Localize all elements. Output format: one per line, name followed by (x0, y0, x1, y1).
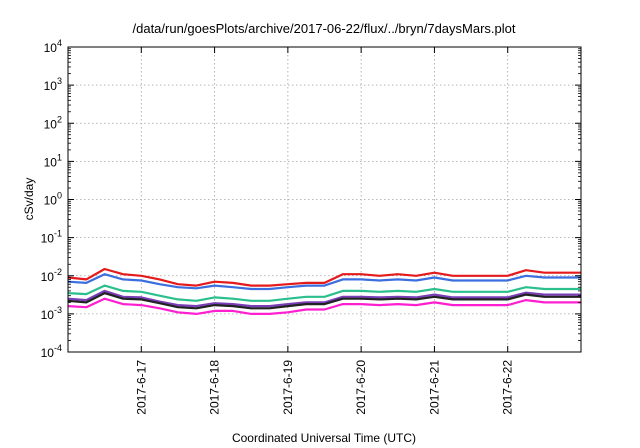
grid (68, 47, 581, 352)
y-tick-exponent: 1 (57, 152, 62, 162)
y-tick-label: 10-1 (41, 229, 62, 246)
y-tick-label: 10-4 (41, 343, 62, 360)
y-tick-base: 10 (41, 308, 55, 322)
y-tick-label: 100 (44, 191, 62, 208)
y-tick-base: 10 (44, 194, 58, 208)
chart-title: /data/run/goesPlots/archive/2017-06-22/f… (133, 21, 516, 36)
y-tick-exponent: -3 (54, 305, 62, 315)
y-tick-label: 102 (44, 114, 62, 131)
y-tick-label: 101 (44, 152, 62, 169)
y-tick-base: 10 (44, 79, 58, 93)
y-tick-label: 10-3 (41, 305, 62, 322)
y-tick-exponent: 3 (57, 76, 62, 86)
y-tick-exponent: -1 (54, 229, 62, 239)
tick-labels: 10-410-310-210-11001011021031042017-6-17… (41, 38, 515, 415)
y-tick-exponent: 0 (57, 191, 62, 201)
y-tick-exponent: 2 (57, 114, 62, 124)
series-line-1 (67, 267, 581, 287)
x-tick-label: 2017-6-17 (134, 360, 148, 415)
series-group (67, 267, 581, 315)
y-tick-base: 10 (44, 117, 58, 131)
y-tick-label: 10-2 (41, 267, 62, 284)
y-tick-exponent: -2 (54, 267, 62, 277)
y-tick-base: 10 (41, 346, 55, 360)
y-tick-label: 103 (44, 76, 62, 93)
y-tick-base: 10 (41, 270, 55, 284)
series-line-6 (67, 297, 581, 315)
y-tick-base: 10 (41, 232, 55, 246)
y-tick-exponent: -4 (54, 343, 62, 353)
x-axis-label: Coordinated Universal Time (UTC) (232, 431, 416, 445)
x-tick-label: 2017-6-20 (354, 360, 368, 415)
y-tick-label: 104 (44, 38, 62, 55)
y-tick-base: 10 (44, 155, 58, 169)
series-line-5 (67, 292, 581, 310)
plot-frame (67, 46, 582, 353)
series-line-3 (67, 284, 581, 302)
series-line-2 (67, 273, 581, 291)
x-tick-label: 2017-6-21 (427, 360, 441, 415)
x-tick-label: 2017-6-19 (281, 360, 295, 415)
y-axis-label: cSv/day (22, 178, 36, 221)
y-tick-base: 10 (44, 41, 58, 55)
x-tick-label: 2017-6-22 (501, 360, 515, 415)
series-line-4 (67, 289, 581, 308)
x-tick-label: 2017-6-18 (208, 360, 222, 415)
y-tick-exponent: 4 (57, 38, 62, 48)
